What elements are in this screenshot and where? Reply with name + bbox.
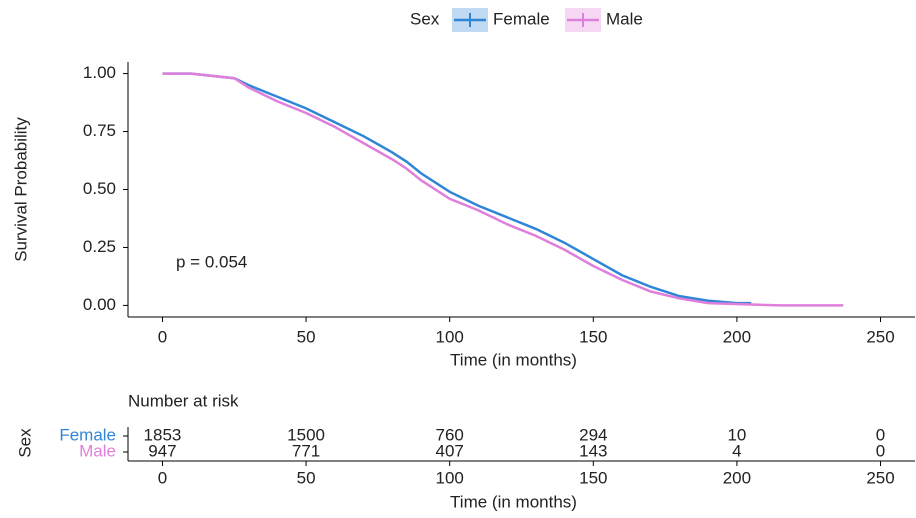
risk-count: 4 [732, 441, 741, 460]
x-tick-label: 100 [436, 468, 464, 487]
table-title: Number at risk [128, 391, 239, 410]
x-tick-label: 50 [297, 468, 316, 487]
x-tick-label: 150 [579, 468, 607, 487]
risk-count: 771 [292, 441, 320, 460]
annotation: p = 0.054 [176, 252, 247, 271]
risk-count: 1853 [144, 425, 182, 444]
x-tick-label: 150 [579, 327, 607, 346]
x-tick-label: 0 [158, 327, 167, 346]
x-axis-label: Time (in months) [450, 350, 577, 369]
risk-count: 407 [436, 441, 464, 460]
row-label: Female [59, 425, 116, 444]
survival-curve [162, 72, 752, 305]
x-tick-label: 250 [866, 327, 894, 346]
y-tick-label: 0.50 [83, 179, 116, 198]
y-tick-label: 0.75 [83, 121, 116, 140]
x-axis-label: Time (in months) [450, 492, 577, 511]
y-tick-label: 0.25 [83, 237, 116, 256]
x-tick-label: 250 [866, 468, 894, 487]
risk-count: 1500 [287, 425, 325, 444]
legend-label: Female [493, 9, 550, 28]
risk-count: 760 [436, 425, 464, 444]
y-tick-label: 1.00 [83, 63, 116, 82]
y-tick-label: 0.00 [83, 295, 116, 314]
row-label: Male [79, 441, 116, 460]
x-tick-label: 200 [723, 468, 751, 487]
x-tick-label: 50 [297, 327, 316, 346]
y-axis-label: Sex [15, 428, 34, 458]
risk-count: 143 [579, 441, 607, 460]
y-axis-label: Survival Probability [11, 117, 30, 262]
risk-count: 0 [876, 441, 885, 460]
x-tick-label: 200 [723, 327, 751, 346]
x-tick-label: 0 [158, 468, 167, 487]
legend-title: Sex [410, 9, 440, 28]
risk-count: 294 [579, 425, 607, 444]
risk-count: 0 [876, 425, 885, 444]
legend-label: Male [606, 9, 643, 28]
survival-curve [162, 72, 844, 307]
risk-count: 10 [727, 425, 746, 444]
x-tick-label: 100 [436, 327, 464, 346]
risk-count: 947 [148, 441, 176, 460]
